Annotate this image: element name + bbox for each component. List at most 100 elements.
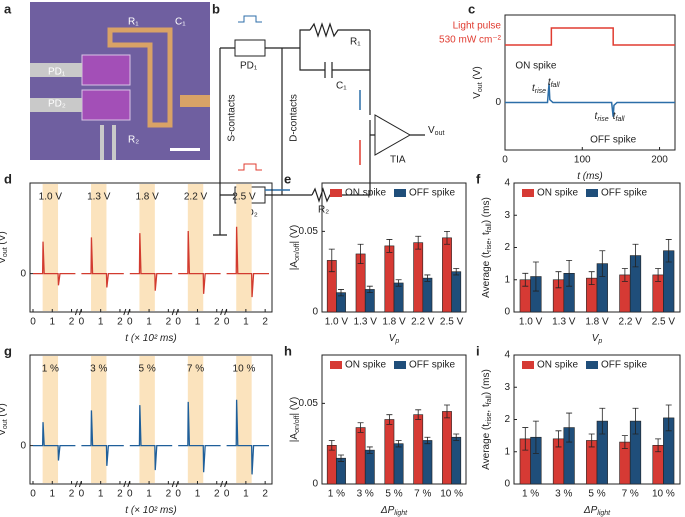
light-shade xyxy=(187,184,204,311)
x-tick-label: 1 xyxy=(146,317,152,328)
text-part: t xyxy=(595,111,599,122)
bar xyxy=(422,277,433,313)
segment-label: 1.3 V xyxy=(87,192,111,203)
error-bar xyxy=(328,440,335,451)
signal-line xyxy=(33,422,76,461)
light-shade xyxy=(91,184,107,311)
x-tick-label: 10 % xyxy=(440,489,463,500)
x-axis-label: ΔPlight xyxy=(583,505,611,517)
circuit-label: R₁ xyxy=(350,37,361,48)
bar xyxy=(336,457,346,485)
x-tick-label: 200 xyxy=(651,155,668,166)
axis-break xyxy=(74,480,82,488)
legend-swatch xyxy=(330,361,342,369)
x-tick-label: 5 % xyxy=(588,489,605,500)
lead xyxy=(112,125,116,160)
bar xyxy=(326,444,337,485)
text-part: Average (t xyxy=(481,424,492,470)
axis-break xyxy=(171,480,179,488)
x-tick-label: 0 xyxy=(79,489,85,500)
y-tick-label: 0 xyxy=(312,479,318,490)
text-part: rise xyxy=(486,240,493,251)
error-bar xyxy=(522,427,529,451)
text-part: | (V) xyxy=(289,397,300,416)
current-arrow xyxy=(265,90,361,191)
error-bar xyxy=(328,248,335,273)
segment-label: 2.5 V xyxy=(232,192,256,203)
scale-bar xyxy=(170,148,200,151)
x-tick-label: 0 xyxy=(175,489,181,500)
annotation: tfall xyxy=(548,77,560,90)
error-bar xyxy=(532,420,539,454)
x-axis-label: t (ms) xyxy=(577,171,603,182)
x-tick-label: 0 xyxy=(224,317,230,328)
light-shade xyxy=(236,356,252,483)
x-tick-label: 3 % xyxy=(555,489,572,500)
x-tick-label: 7 % xyxy=(414,489,431,500)
text-part: V xyxy=(428,125,435,136)
legend-label: OFF spike xyxy=(601,360,648,371)
segment-label: 1.0 V xyxy=(39,192,63,203)
x-tick-label: 0 xyxy=(127,317,133,328)
circuit-label: S-contacts xyxy=(227,94,238,141)
annotation: trise xyxy=(532,83,546,96)
text-part: rise xyxy=(486,412,493,423)
error-bar xyxy=(588,433,595,448)
legend-label: ON spike xyxy=(345,188,387,199)
bar xyxy=(393,282,404,313)
x-tick-label: 0 xyxy=(79,317,85,328)
error-bar xyxy=(443,230,450,245)
pd1-box xyxy=(234,39,266,57)
text-part: (V) xyxy=(472,66,483,82)
panel-label: d xyxy=(4,171,12,186)
signal-line xyxy=(226,399,269,475)
text-part: fall xyxy=(551,82,560,89)
y-axis-label: |Aon/off| (V) xyxy=(289,397,302,442)
bar xyxy=(393,443,404,485)
x-axis-label: t (× 10² ms) xyxy=(125,333,176,344)
error-bar xyxy=(632,407,639,435)
panel-label: c xyxy=(468,1,475,16)
y-tick-label: 0 xyxy=(495,97,501,108)
y-axis-label: Average (trise, tfall) (ms) xyxy=(481,369,494,470)
photodiode-2 xyxy=(81,89,131,121)
bar xyxy=(422,440,433,485)
error-bar xyxy=(415,409,422,420)
error-bar xyxy=(395,279,402,287)
text-part: V xyxy=(472,92,483,99)
y-tick-label: 0 xyxy=(504,307,510,318)
signal-line xyxy=(129,405,173,471)
text-part: ) (ms) xyxy=(481,369,492,395)
x-tick-label: 2.2 V xyxy=(411,317,435,328)
x-tick-label: 2 xyxy=(117,489,123,500)
y-tick-label: 0 xyxy=(20,268,26,279)
x-tick-label: 0 xyxy=(30,489,36,500)
axis-break xyxy=(171,308,179,316)
bar xyxy=(413,242,424,313)
x-axis-label: ΔPlight xyxy=(380,505,408,517)
bar xyxy=(364,449,375,485)
amplifier xyxy=(374,114,412,156)
y-tick-label: 2 xyxy=(504,242,510,253)
circuit-label: D-contacts xyxy=(289,94,300,142)
bar xyxy=(451,271,462,313)
error-bar xyxy=(522,272,529,287)
error-bar xyxy=(632,243,639,268)
annotation: trise xyxy=(595,111,609,124)
bar xyxy=(442,237,452,313)
text-part: light xyxy=(394,510,408,517)
panel-label: f xyxy=(476,171,481,186)
y-tick-label: 1 xyxy=(504,446,510,457)
x-axis-label: Vp xyxy=(389,333,400,346)
x-tick-label: 1 xyxy=(98,489,104,500)
bar xyxy=(451,436,462,485)
text-part: |A xyxy=(289,261,300,271)
text-part: , t xyxy=(481,404,492,413)
segment-label: 10 % xyxy=(233,364,256,375)
legend-label: OFF spike xyxy=(409,360,456,371)
x-tick-label: 1.3 V xyxy=(552,317,576,328)
x-tick-label: 1 % xyxy=(522,489,539,500)
error-bar xyxy=(453,268,460,276)
x-tick-label: 2.5 V xyxy=(652,317,676,328)
